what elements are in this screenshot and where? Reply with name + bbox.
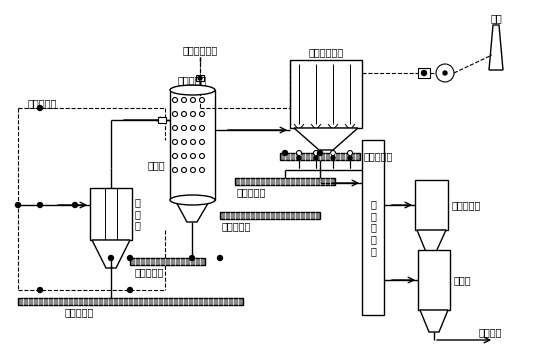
Circle shape xyxy=(297,156,301,160)
Bar xyxy=(196,75,204,81)
Text: 链式输送机: 链式输送机 xyxy=(135,267,164,277)
Bar xyxy=(90,188,132,240)
Circle shape xyxy=(38,106,43,111)
Polygon shape xyxy=(92,240,130,268)
Bar xyxy=(235,178,335,185)
Circle shape xyxy=(182,126,187,131)
Circle shape xyxy=(182,98,187,103)
Circle shape xyxy=(172,167,178,173)
Text: 旋
风
筒: 旋 风 筒 xyxy=(135,197,141,231)
Circle shape xyxy=(72,202,77,207)
Circle shape xyxy=(331,150,336,155)
Circle shape xyxy=(190,111,195,116)
Text: 去煤磨: 去煤磨 xyxy=(148,160,166,170)
Circle shape xyxy=(296,150,301,155)
Polygon shape xyxy=(420,310,448,332)
Text: 链式输送机: 链式输送机 xyxy=(65,307,94,317)
Circle shape xyxy=(198,76,202,80)
Circle shape xyxy=(199,167,204,173)
Circle shape xyxy=(15,202,20,207)
Circle shape xyxy=(182,154,187,158)
Bar xyxy=(158,117,166,123)
Circle shape xyxy=(199,126,204,131)
Circle shape xyxy=(443,71,447,75)
Polygon shape xyxy=(489,25,503,70)
Text: 链式输送机: 链式输送机 xyxy=(222,221,251,231)
Text: 生料输送: 生料输送 xyxy=(479,327,502,337)
Circle shape xyxy=(172,126,178,131)
Polygon shape xyxy=(175,200,210,222)
Text: 烟囱: 烟囱 xyxy=(490,13,502,23)
Circle shape xyxy=(199,154,204,158)
Circle shape xyxy=(189,256,194,261)
Polygon shape xyxy=(294,128,358,150)
Circle shape xyxy=(199,111,204,116)
Text: 胶
带
提
升
室: 胶 带 提 升 室 xyxy=(370,199,376,256)
Circle shape xyxy=(199,98,204,103)
Text: 窑尾空冷器: 窑尾空冷器 xyxy=(178,75,207,85)
Circle shape xyxy=(314,150,319,155)
Circle shape xyxy=(436,64,454,82)
Circle shape xyxy=(128,288,132,293)
Ellipse shape xyxy=(170,195,215,205)
Circle shape xyxy=(172,98,178,103)
Bar xyxy=(415,180,448,230)
Text: 喂料仓: 喂料仓 xyxy=(454,275,471,285)
Circle shape xyxy=(182,167,187,173)
Circle shape xyxy=(38,288,43,293)
Circle shape xyxy=(190,167,195,173)
Text: 链式输送机: 链式输送机 xyxy=(364,151,394,161)
Circle shape xyxy=(199,139,204,145)
Circle shape xyxy=(314,156,318,160)
Circle shape xyxy=(283,150,288,155)
Bar xyxy=(170,90,215,200)
Bar xyxy=(130,258,205,265)
Circle shape xyxy=(331,156,335,160)
Circle shape xyxy=(190,98,195,103)
Circle shape xyxy=(317,150,322,155)
Circle shape xyxy=(172,139,178,145)
Text: 窑尾袋除尘器: 窑尾袋除尘器 xyxy=(309,47,344,57)
Circle shape xyxy=(182,111,187,116)
Bar xyxy=(362,140,384,315)
Polygon shape xyxy=(417,230,446,252)
Circle shape xyxy=(348,150,353,155)
Circle shape xyxy=(348,156,352,160)
Text: 来自预热器: 来自预热器 xyxy=(28,98,57,108)
Circle shape xyxy=(109,256,114,261)
Circle shape xyxy=(190,154,195,158)
Circle shape xyxy=(172,111,178,116)
Circle shape xyxy=(190,139,195,145)
Circle shape xyxy=(422,71,427,75)
Circle shape xyxy=(172,154,178,158)
Bar xyxy=(220,212,320,219)
Text: 来自生料粉磨: 来自生料粉磨 xyxy=(182,45,217,55)
Circle shape xyxy=(38,202,43,207)
Bar xyxy=(418,250,450,310)
Bar xyxy=(290,60,362,128)
Bar xyxy=(280,153,360,160)
Circle shape xyxy=(190,126,195,131)
Bar xyxy=(18,298,243,305)
Text: 链式输送机: 链式输送机 xyxy=(237,187,267,197)
Circle shape xyxy=(217,256,222,261)
Ellipse shape xyxy=(170,85,215,95)
Text: 库顶除尘器: 库顶除尘器 xyxy=(452,200,481,210)
Circle shape xyxy=(182,139,187,145)
Bar xyxy=(418,68,430,78)
Circle shape xyxy=(128,256,132,261)
